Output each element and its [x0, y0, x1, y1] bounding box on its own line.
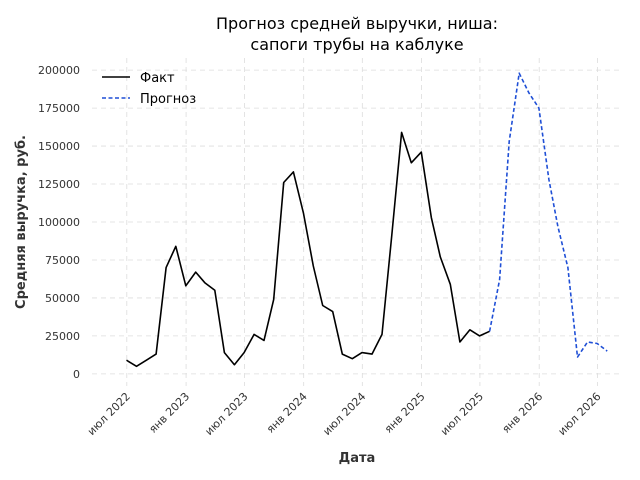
x-tick-label: янв 2025 [382, 390, 428, 436]
series-layer [126, 72, 608, 368]
y-axis-label: Средняя выручка, руб. [14, 135, 29, 309]
chart-title-line-2: сапоги трубы на каблуке [250, 35, 463, 54]
y-tick-label: 0 [73, 368, 80, 381]
y-axis-ticks: 0 25000 50000 75000 100000 125000 150000 175000… [38, 64, 80, 381]
x-tick-label: июл 2026 [556, 390, 604, 438]
x-tick-label: июл 2022 [85, 390, 133, 438]
x-tick-label: янв 2024 [264, 390, 310, 436]
y-tick-label: 75000 [45, 254, 80, 267]
x-axis-ticks: июл 2022 янв 2023 июл 2023 янв 2024 июл 2024… [85, 390, 604, 438]
x-tick-label: июл 2025 [438, 390, 486, 438]
x-tick-label: июл 2023 [202, 390, 250, 438]
y-tick-label: 150000 [38, 140, 80, 153]
grid [92, 58, 622, 386]
chart-title-line-1: Прогноз средней выручки, ниша: [216, 14, 498, 33]
legend: Факт Прогноз [102, 71, 196, 107]
x-axis-label: Дата [339, 451, 376, 466]
y-tick-label: 200000 [38, 64, 80, 77]
y-tick-label: 100000 [38, 216, 80, 229]
legend-label-fact: Факт [140, 71, 175, 86]
x-tick-label: янв 2026 [500, 390, 546, 436]
y-tick-label: 25000 [45, 330, 80, 343]
x-tick-label: янв 2023 [146, 390, 192, 436]
y-tick-label: 175000 [38, 102, 80, 115]
series-line-forecast [488, 72, 608, 358]
series-line-fact [126, 131, 490, 368]
legend-label-forecast: Прогноз [140, 92, 196, 107]
y-tick-label: 125000 [38, 178, 80, 191]
x-tick-label: июл 2024 [320, 390, 368, 438]
y-tick-label: 50000 [45, 292, 80, 305]
